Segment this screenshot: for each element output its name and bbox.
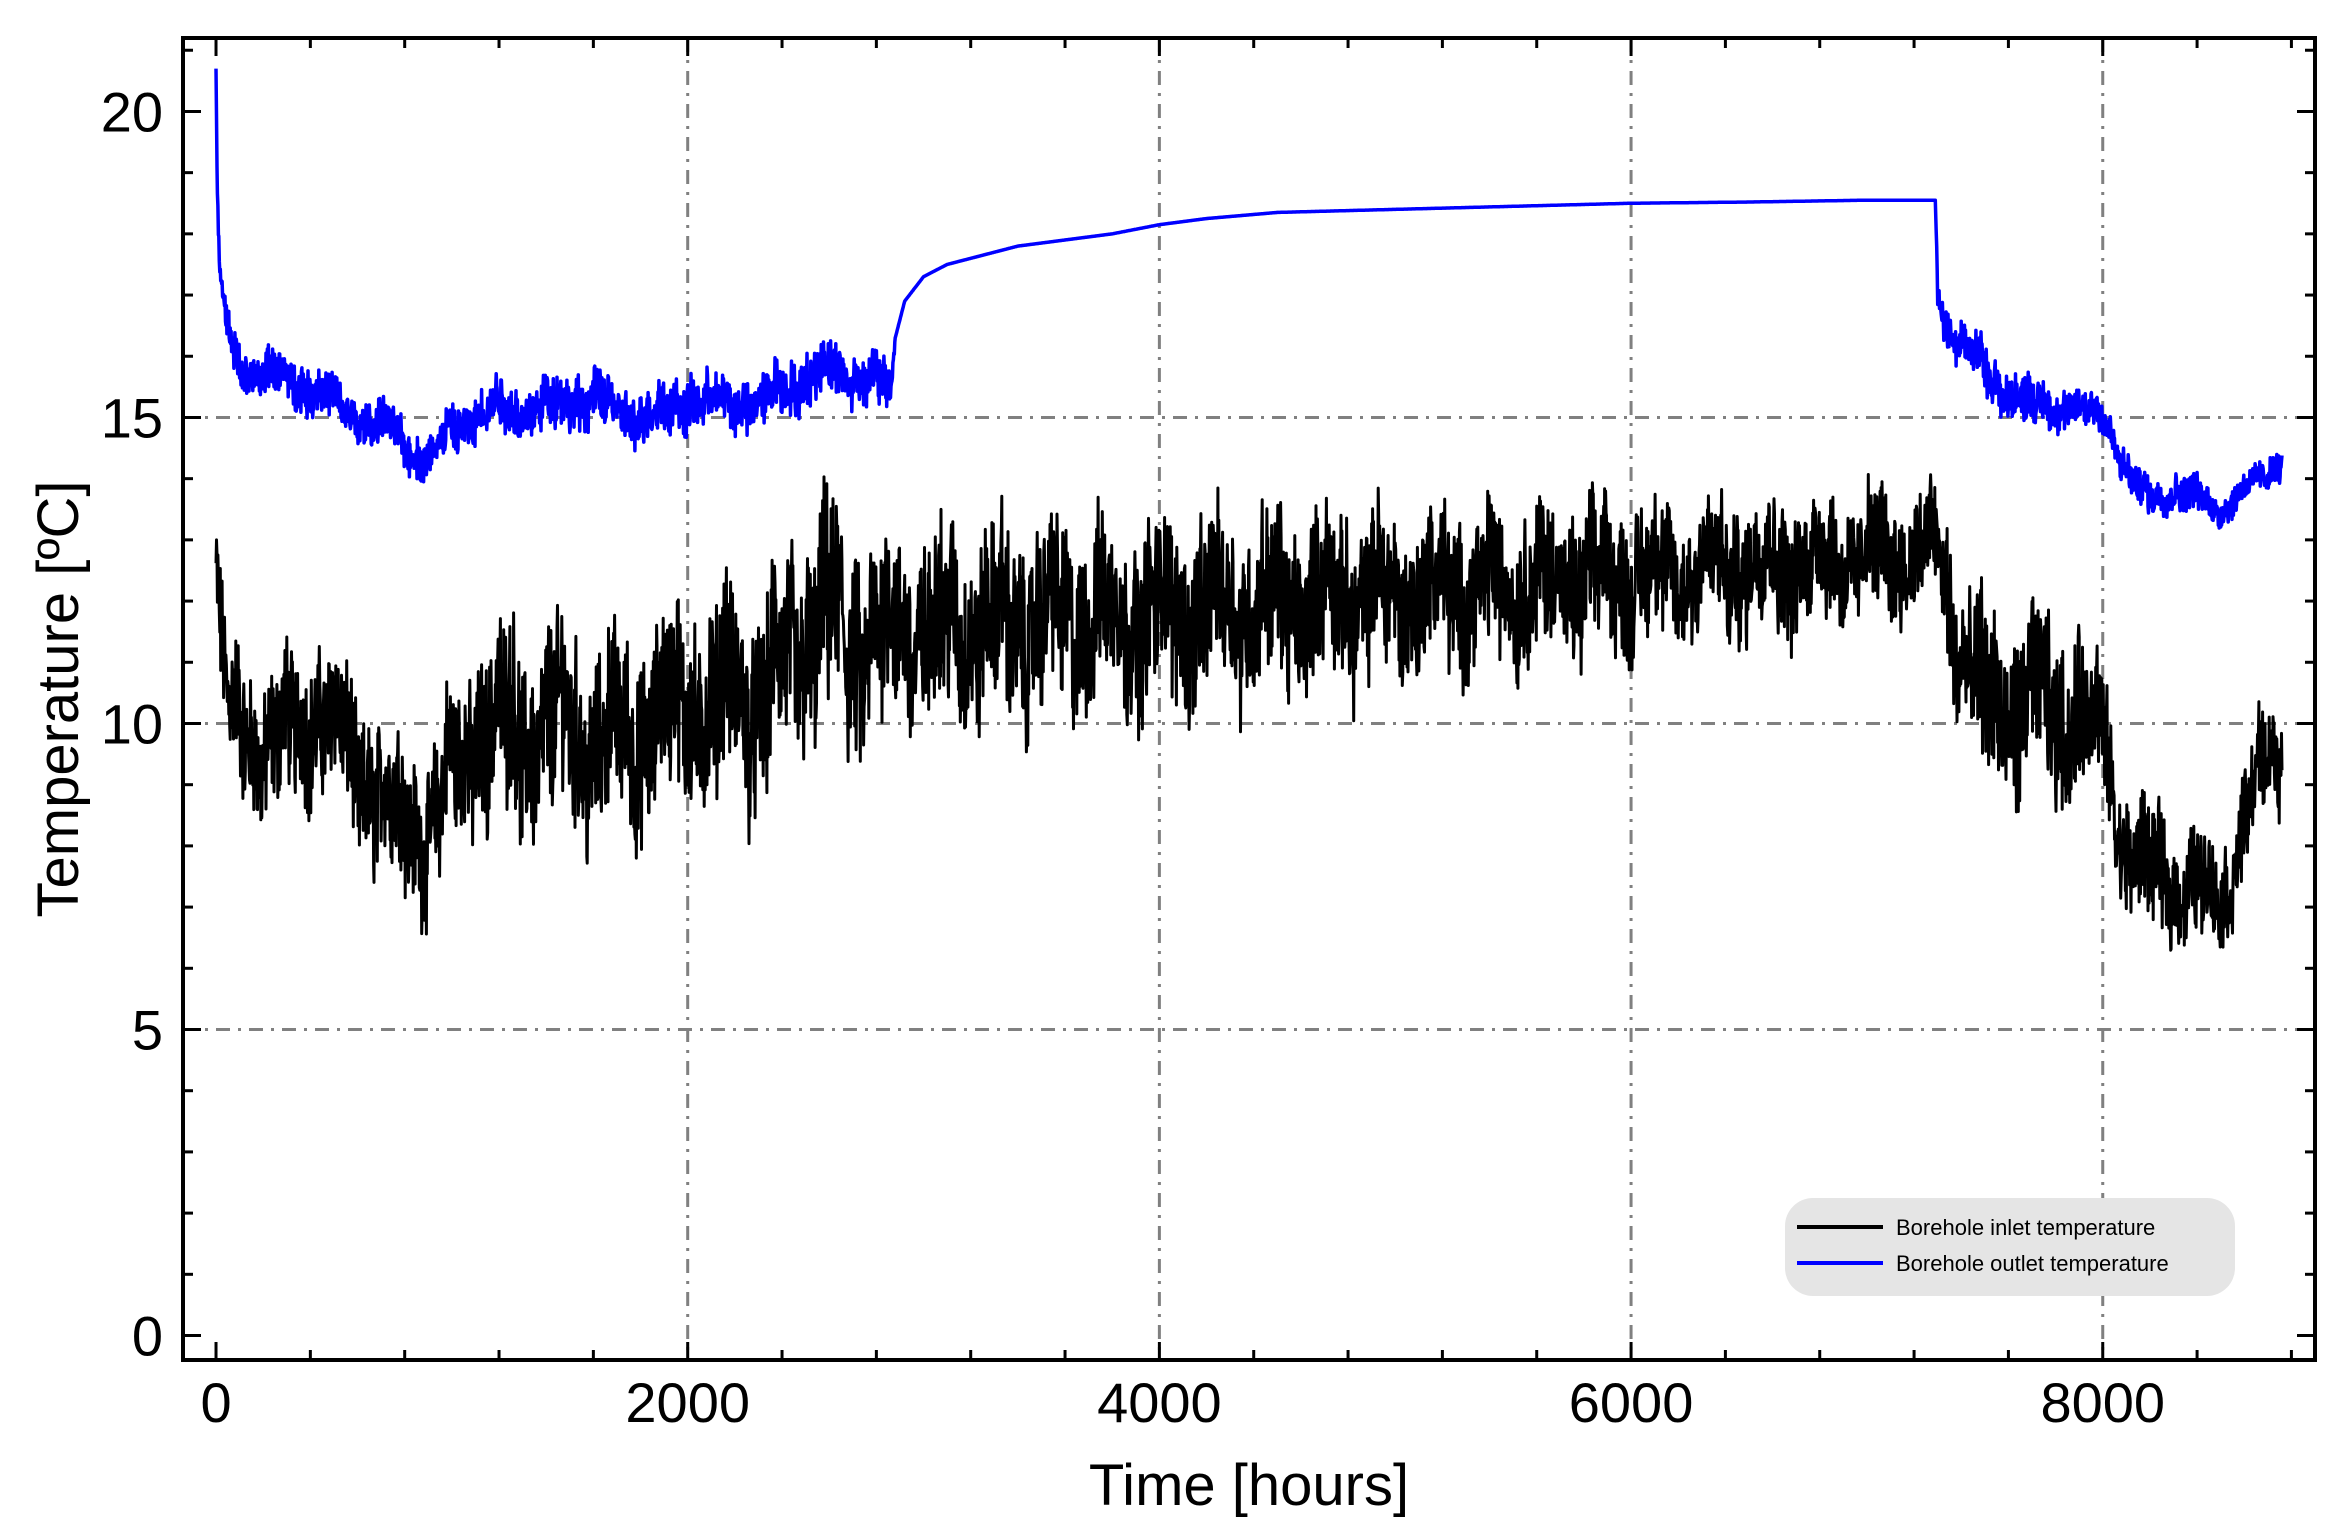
y-tick-label: 10 xyxy=(101,692,163,755)
y-axis-label: Temperature [ºC] xyxy=(26,480,91,917)
legend-label-inlet: Borehole inlet temperature xyxy=(1896,1215,2155,1240)
x-tick-label: 8000 xyxy=(2040,1371,2165,1434)
x-tick-label: 2000 xyxy=(625,1371,750,1434)
grid-lines xyxy=(183,38,2315,1360)
x-tick-label: 4000 xyxy=(1097,1371,1222,1434)
y-tick-label: 20 xyxy=(101,80,163,143)
tick-labels: 0 2000 4000 6000 8000 0 5 10 15 20 xyxy=(101,80,2165,1434)
y-tick-label: 5 xyxy=(132,999,163,1062)
legend: Borehole inlet temperature Borehole outl… xyxy=(1785,1198,2235,1296)
y-tick-label: 0 xyxy=(132,1305,163,1368)
plot-frame xyxy=(181,36,2317,1362)
y-tick-label: 15 xyxy=(101,386,163,449)
x-tick-label: 0 xyxy=(200,1371,231,1434)
legend-box xyxy=(1785,1198,2235,1296)
x-tick-label: 6000 xyxy=(1569,1371,1694,1434)
legend-label-outlet: Borehole outlet temperature xyxy=(1896,1251,2169,1276)
series-line-outlet xyxy=(214,68,2284,530)
series-group xyxy=(214,68,2284,952)
series-line-inlet xyxy=(214,473,2284,952)
x-axis-label: Time [hours] xyxy=(1089,1453,1409,1518)
